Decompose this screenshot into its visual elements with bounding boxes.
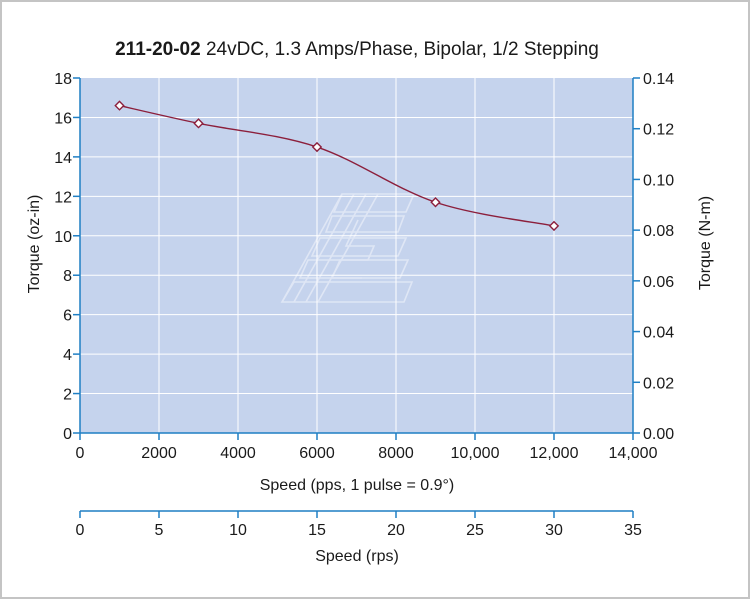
data-point-marker xyxy=(114,100,125,111)
y2-tick-label: 0.12 xyxy=(643,122,674,139)
y-tick-label: 18 xyxy=(54,71,72,88)
y-axis-label: Torque (oz-in) xyxy=(26,195,43,294)
x-tick-label: 10,000 xyxy=(451,445,500,462)
x-tick-label: 0 xyxy=(76,445,85,462)
y2-tick-label: 0.00 xyxy=(643,426,674,443)
x2-tick-label: 30 xyxy=(545,522,563,539)
x2-axis-ticks: 0 5 10 15 20 25 30 35 xyxy=(76,511,642,539)
data-point-marker xyxy=(311,141,323,153)
y2-tick-label: 0.14 xyxy=(643,71,674,88)
y2-tick-label: 0.10 xyxy=(643,172,674,189)
x2-tick-label: 35 xyxy=(624,522,642,539)
y-tick-label: 6 xyxy=(63,308,72,325)
grid-vertical xyxy=(158,78,555,433)
data-point-marker xyxy=(548,220,560,232)
x2-axis-label: Speed (rps) xyxy=(315,548,399,565)
torque-curve xyxy=(119,104,555,227)
x2-tick-label: 0 xyxy=(76,522,85,539)
x2-tick-label: 10 xyxy=(229,522,247,539)
y2-axis-ticks: 0.00 0.02 0.04 0.06 0.08 0.10 0.12 0.14 xyxy=(633,71,674,443)
x2-tick-label: 20 xyxy=(387,522,405,539)
y-tick-label: 2 xyxy=(63,387,72,404)
y-tick-label: 8 xyxy=(63,268,72,285)
x2-tick-label: 15 xyxy=(308,522,326,539)
y2-axis-label: Torque (N-m) xyxy=(697,196,714,290)
y2-tick-label: 0.06 xyxy=(643,274,674,291)
plot-area xyxy=(80,78,633,433)
x-tick-label: 2000 xyxy=(141,445,177,462)
y-tick-label: 12 xyxy=(54,189,72,206)
x-tick-label: 6000 xyxy=(299,445,335,462)
y2-tick-label: 0.04 xyxy=(643,325,674,342)
x-axis-ticks: 0 2000 4000 6000 8000 10,000 12,000 14,000 xyxy=(76,433,658,462)
x-tick-label: 12,000 xyxy=(530,445,579,462)
y-tick-label: 14 xyxy=(54,150,72,167)
x-tick-label: 8000 xyxy=(378,445,414,462)
chart-title: 211-20-02 24vDC, 1.3 Amps/Phase, Bipolar… xyxy=(115,39,599,60)
chart-title-spec: 24vDC, 1.3 Amps/Phase, Bipolar, 1/2 Step… xyxy=(201,39,599,60)
y-tick-label: 4 xyxy=(63,347,72,364)
company-logo-watermark xyxy=(280,193,416,303)
torque-points xyxy=(114,100,560,232)
y2-tick-label: 0.08 xyxy=(643,223,674,240)
y-tick-label: 16 xyxy=(54,110,72,127)
y-tick-label: 10 xyxy=(54,229,72,246)
data-point-marker xyxy=(430,197,441,208)
chart-title-model: 211-20-02 xyxy=(115,39,201,60)
y2-tick-label: 0.02 xyxy=(643,375,674,392)
y-axis-ticks: 0 2 4 6 8 10 12 14 16 18 xyxy=(54,71,80,443)
x-axis-label: Speed (pps, 1 pulse = 0.9°) xyxy=(260,477,455,494)
x2-tick-label: 25 xyxy=(466,522,484,539)
data-point-marker xyxy=(193,118,204,129)
x-tick-label: 4000 xyxy=(220,445,256,462)
y-tick-label: 0 xyxy=(63,426,72,443)
x2-tick-label: 5 xyxy=(155,522,164,539)
x-tick-label: 14,000 xyxy=(609,445,658,462)
